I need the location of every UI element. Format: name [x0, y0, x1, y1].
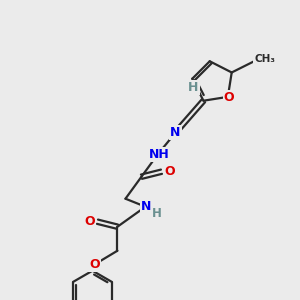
Text: O: O: [84, 215, 95, 228]
Text: CH₃: CH₃: [254, 55, 275, 64]
Text: O: O: [164, 165, 175, 178]
Text: NH: NH: [149, 148, 170, 161]
Text: N: N: [141, 200, 152, 213]
Text: O: O: [89, 258, 100, 271]
Text: O: O: [224, 91, 234, 104]
Text: H: H: [188, 81, 199, 94]
Text: N: N: [170, 126, 181, 139]
Text: H: H: [152, 207, 161, 220]
